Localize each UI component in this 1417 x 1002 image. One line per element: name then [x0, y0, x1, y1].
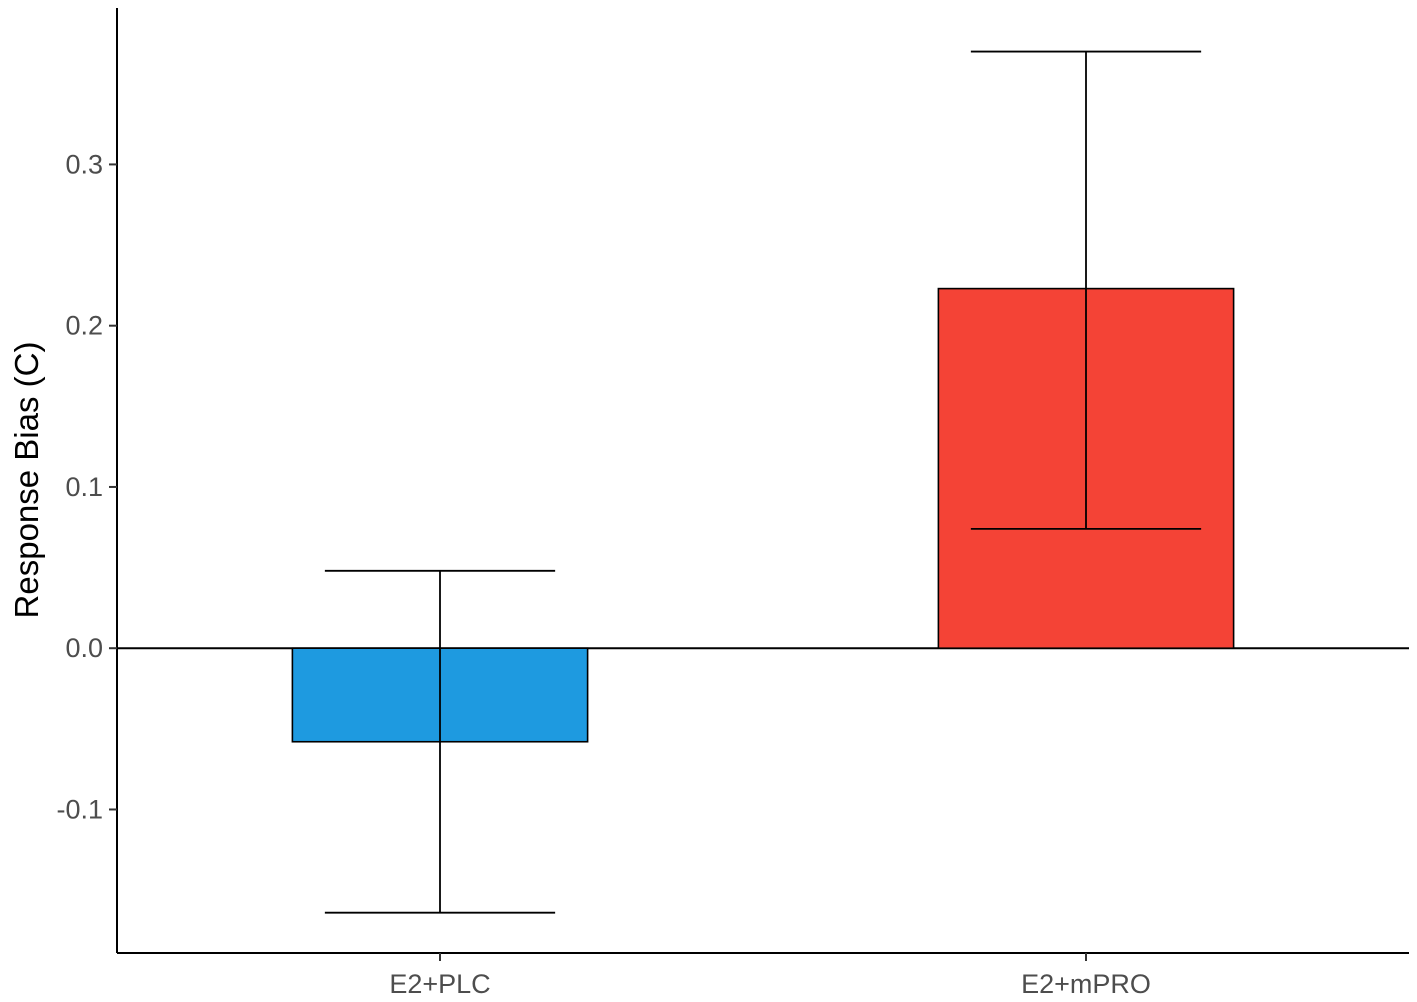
plot-area: -0.1 0.0 0.1 0.2 0.3 E2+PLC E2+mPRO	[56, 8, 1409, 999]
x-tick-label: E2+PLC	[389, 969, 490, 999]
y-tick-label: 0.2	[65, 311, 103, 341]
y-tick-label: 0.0	[65, 633, 103, 663]
y-tick-label: 0.3	[65, 149, 103, 179]
x-tick-label: E2+mPRO	[1021, 969, 1151, 999]
y-tick-label: 0.1	[65, 472, 103, 502]
y-tick-label: -0.1	[56, 794, 103, 824]
y-axis-title: Response Bias (C)	[8, 342, 45, 619]
